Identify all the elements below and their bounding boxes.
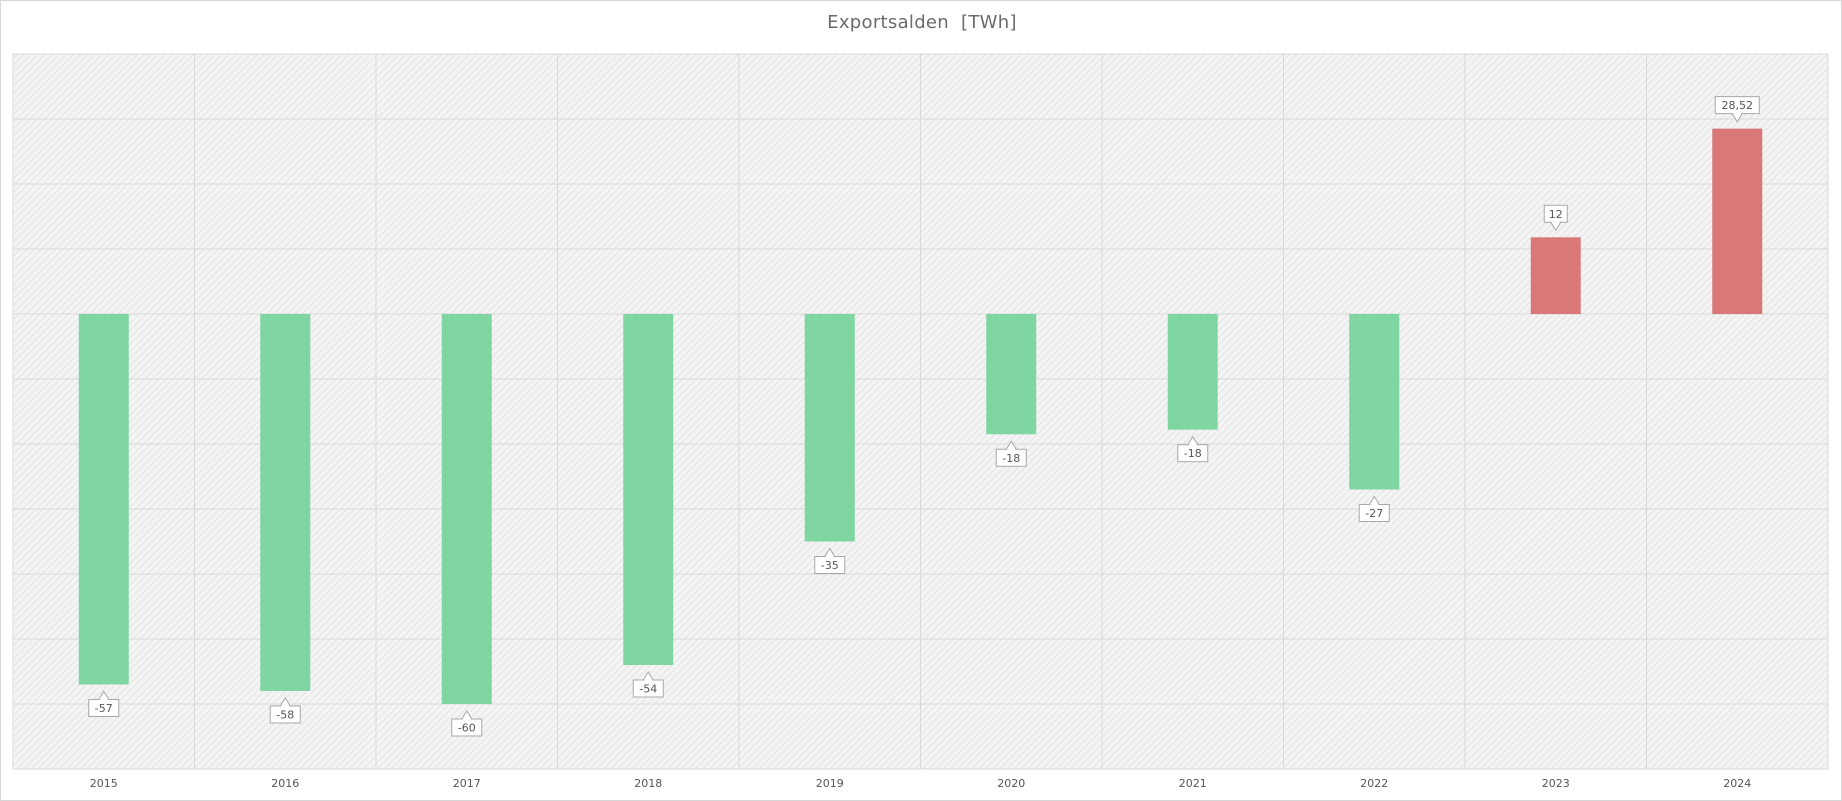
- x-tick-2024: 2024: [1723, 777, 1751, 790]
- bar-2015: [78, 314, 129, 685]
- bar-2022: [1349, 314, 1400, 490]
- data-label-2018: -54: [632, 671, 664, 698]
- bar-2017: [441, 314, 492, 704]
- x-tick-2022: 2022: [1360, 777, 1388, 790]
- x-tick-2015: 2015: [90, 777, 118, 790]
- x-tick-2019: 2019: [816, 777, 844, 790]
- data-label-2022: -27: [1358, 495, 1390, 522]
- bar-2018: [623, 314, 674, 665]
- svg-text:-57: -57: [95, 702, 113, 715]
- data-label-2020: -18: [995, 440, 1027, 467]
- bar-2019: [804, 314, 855, 542]
- bar-2021: [1167, 314, 1218, 430]
- x-axis-tick-labels: 2015 2016 2017 2018 2019 2020 2021 2022 2023 2024: [90, 777, 1752, 790]
- bar-2024: [1712, 128, 1763, 314]
- bar-2016: [260, 314, 311, 691]
- x-tick-2018: 2018: [634, 777, 662, 790]
- chart-title: Exportsalden [TWh]: [827, 12, 1017, 33]
- x-tick-2020: 2020: [997, 777, 1025, 790]
- svg-text:-18: -18: [1002, 452, 1020, 465]
- data-label-2021: -18: [1177, 435, 1209, 463]
- svg-text:-54: -54: [639, 683, 657, 696]
- data-label-2017: -60: [451, 710, 483, 737]
- svg-text:-60: -60: [458, 722, 476, 735]
- x-tick-2023: 2023: [1542, 777, 1570, 790]
- x-tick-2017: 2017: [453, 777, 481, 790]
- svg-text:12: 12: [1549, 208, 1563, 221]
- data-label-2015: -57: [88, 690, 120, 717]
- gridlines: [13, 53, 1828, 770]
- svg-text:-58: -58: [276, 709, 294, 722]
- bars: [78, 128, 1763, 704]
- data-label-2024: 28,52: [1714, 96, 1760, 123]
- bar-2020: [986, 314, 1037, 435]
- svg-text:28,52: 28,52: [1722, 99, 1754, 112]
- svg-text:-35: -35: [821, 559, 839, 572]
- data-label-2019: -35: [814, 547, 846, 574]
- data-label-2016: -58: [269, 697, 301, 724]
- svg-text:-27: -27: [1365, 507, 1383, 520]
- svg-text:-18: -18: [1184, 447, 1202, 460]
- data-labels: -57 -58 -60 -54 -35 -18 -18 -27 12 28,52: [88, 96, 1760, 737]
- bar-2023: [1530, 237, 1581, 314]
- x-tick-2021: 2021: [1179, 777, 1207, 790]
- data-label-2023: 12: [1543, 204, 1568, 232]
- x-tick-2016: 2016: [271, 777, 299, 790]
